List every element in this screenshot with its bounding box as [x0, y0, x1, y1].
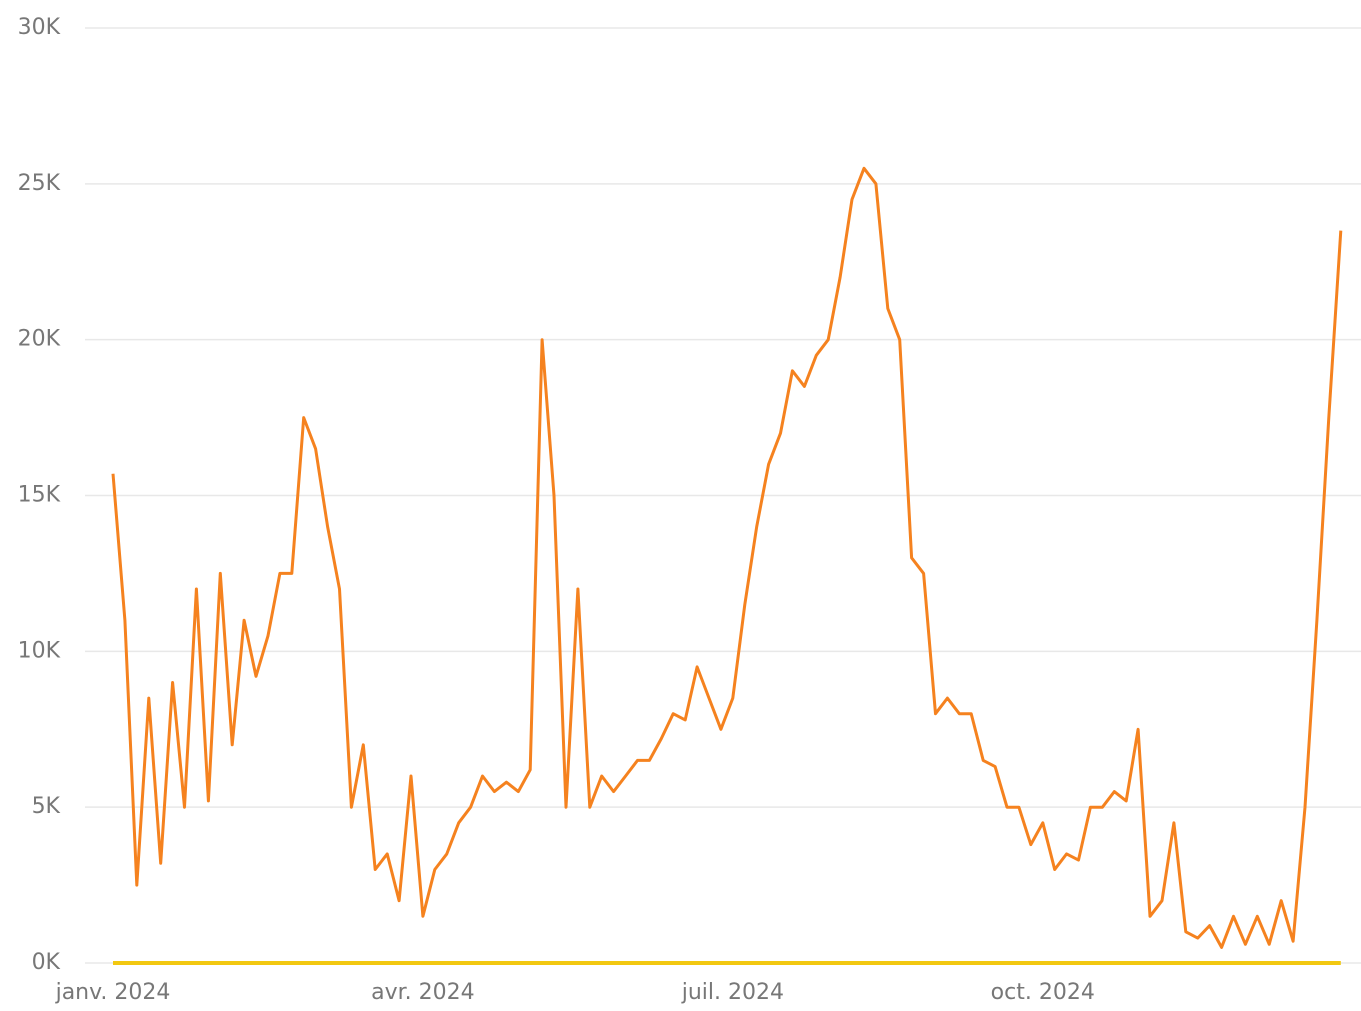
y-tick-label: 10K [18, 638, 61, 663]
y-tick-label: 0K [32, 950, 61, 975]
x-tick-label: avr. 2024 [371, 980, 475, 1005]
x-tick-label: janv. 2024 [55, 980, 171, 1005]
y-tick-label: 20K [18, 327, 61, 352]
y-tick-label: 15K [18, 483, 61, 508]
series-line [111, 166, 1343, 949]
y-tick-label: 30K [18, 15, 61, 40]
y-tick-label: 5K [32, 794, 61, 819]
y-tick-label: 25K [18, 171, 61, 196]
x-tick-label: oct. 2024 [991, 980, 1095, 1005]
x-tick-label: juil. 2024 [681, 980, 784, 1005]
